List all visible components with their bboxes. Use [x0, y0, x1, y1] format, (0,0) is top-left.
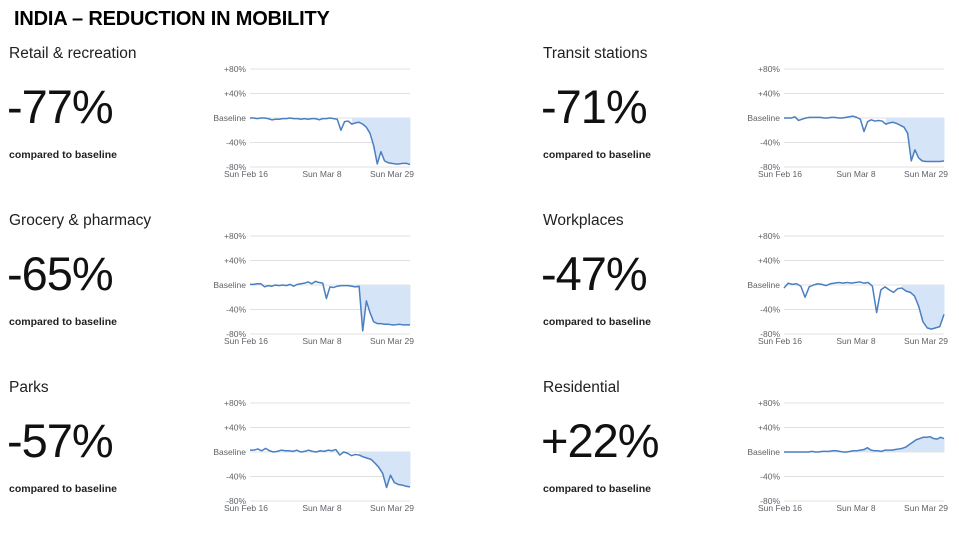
y-tick-label: +40% [758, 423, 780, 433]
headline-percent: -57% [7, 414, 114, 467]
x-tick-label: Sun Feb 16 [758, 336, 802, 346]
series-line [250, 280, 410, 332]
x-tick-label: Sun Mar 29 [904, 336, 948, 346]
category-title: Parks [9, 379, 49, 396]
caption: compared to baseline [543, 316, 651, 328]
shaded-area [351, 118, 410, 165]
x-tick-label: Sun Feb 16 [224, 503, 268, 513]
x-tick-label: Sun Feb 16 [224, 169, 268, 179]
headline-percent: -47% [541, 247, 648, 300]
shaded-area [351, 285, 410, 331]
y-tick-label: Baseline [747, 113, 780, 123]
page-title: INDIA – REDUCTION IN MOBILITY [14, 8, 330, 30]
y-tick-label: -40% [760, 472, 780, 482]
headline-percent: +22% [541, 414, 660, 467]
y-tick-label: -80% [226, 162, 246, 172]
caption: compared to baseline [9, 483, 117, 495]
x-tick-label: Sun Mar 29 [370, 169, 414, 179]
panel-grocery-pharmacy: Grocery & pharmacy -65% compared to base… [7, 212, 449, 372]
category-title: Retail & recreation [9, 45, 137, 62]
shaded-area [901, 285, 944, 330]
x-tick-label: Sun Mar 8 [836, 336, 875, 346]
caption: compared to baseline [543, 149, 651, 161]
series-line [783, 281, 945, 330]
series-line [784, 435, 945, 453]
x-tick-label: Sun Mar 8 [836, 503, 875, 513]
y-tick-label: -40% [760, 138, 780, 148]
y-tick-label: -40% [760, 305, 780, 315]
y-tick-label: Baseline [747, 280, 780, 290]
mobility-chart: +80% +40% Baseline -40% -80%Sun Feb 16 Sun Ma… [747, 64, 948, 179]
y-tick-label: -40% [226, 472, 246, 482]
panel-transit-stations: Transit stations -71% compared to baseli… [541, 45, 959, 205]
y-tick-label: +80% [224, 398, 246, 408]
x-tick-label: Sun Mar 29 [904, 503, 948, 513]
x-tick-label: Sun Mar 8 [302, 169, 341, 179]
y-tick-label: +40% [758, 89, 780, 99]
y-tick-label: Baseline [747, 447, 780, 457]
y-tick-label: +80% [758, 398, 780, 408]
shaded-area [885, 118, 944, 162]
category-title: Transit stations [543, 45, 648, 62]
y-tick-label: -80% [226, 496, 246, 506]
y-tick-label: +80% [224, 64, 246, 74]
caption: compared to baseline [9, 149, 117, 161]
y-tick-label: Baseline [213, 280, 246, 290]
y-tick-label: -40% [226, 138, 246, 148]
y-tick-label: -80% [226, 329, 246, 339]
mobility-chart: +80% +40% Baseline -40% -80%Sun Feb 16 Sun Ma… [213, 231, 414, 346]
x-tick-label: Sun Mar 29 [904, 169, 948, 179]
caption: compared to baseline [9, 316, 117, 328]
series-line [250, 447, 411, 489]
x-tick-label: Sun Mar 8 [836, 169, 875, 179]
y-tick-label: +80% [758, 231, 780, 241]
caption: compared to baseline [543, 483, 651, 495]
x-tick-label: Sun Mar 8 [302, 336, 341, 346]
y-tick-label: +80% [758, 64, 780, 74]
y-tick-label: -80% [760, 496, 780, 506]
mobility-chart: +80% +40% Baseline -40% -80%Sun Feb 16 Sun Ma… [747, 398, 948, 513]
y-tick-label: +80% [224, 231, 246, 241]
headline-percent: -71% [541, 80, 648, 133]
category-title: Residential [543, 379, 620, 396]
mobility-chart: +80% +40% Baseline -40% -80%Sun Feb 16 Sun Ma… [213, 64, 414, 179]
y-tick-label: +40% [758, 256, 780, 266]
category-title: Workplaces [543, 212, 624, 229]
mobility-chart: +80% +40% Baseline -40% -80%Sun Feb 16 Sun Ma… [747, 231, 948, 346]
mobility-chart: +80% +40% Baseline -40% -80%Sun Feb 16 Sun Ma… [213, 398, 414, 513]
series-line [784, 115, 945, 163]
series-line [250, 117, 411, 166]
y-tick-label: Baseline [213, 113, 246, 123]
panel-workplaces: Workplaces -47% compared to baseline +80… [541, 212, 959, 372]
x-tick-label: Sun Feb 16 [758, 169, 802, 179]
x-tick-label: Sun Mar 8 [302, 503, 341, 513]
panel-retail-recreation: Retail & recreation -77% compared to bas… [7, 45, 449, 205]
y-tick-label: +40% [224, 423, 246, 433]
y-tick-label: -80% [760, 162, 780, 172]
headline-percent: -77% [7, 80, 114, 133]
y-tick-label: +40% [224, 256, 246, 266]
headline-percent: -65% [7, 247, 114, 300]
x-tick-label: Sun Mar 29 [370, 336, 414, 346]
y-tick-label: -80% [760, 329, 780, 339]
x-tick-label: Sun Feb 16 [758, 503, 802, 513]
y-tick-label: +40% [224, 89, 246, 99]
category-title: Grocery & pharmacy [9, 212, 152, 229]
shaded-area [359, 452, 410, 488]
y-tick-label: Baseline [213, 447, 246, 457]
panel-parks: Parks -57% compared to baseline +80% +40%… [7, 379, 449, 539]
panel-residential: Residential +22% compared to baseline +8… [541, 379, 959, 539]
x-tick-label: Sun Feb 16 [224, 336, 268, 346]
x-tick-label: Sun Mar 29 [370, 503, 414, 513]
y-tick-label: -40% [226, 305, 246, 315]
